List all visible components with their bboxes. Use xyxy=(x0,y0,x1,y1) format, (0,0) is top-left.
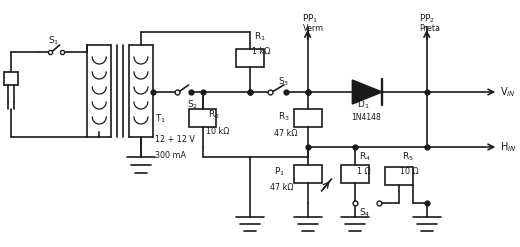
Text: R$_4$: R$_4$ xyxy=(359,151,371,163)
Text: S$_3$: S$_3$ xyxy=(278,76,289,88)
Text: 1N4148: 1N4148 xyxy=(352,114,381,123)
Bar xyxy=(236,49,264,67)
Text: R$_2$: R$_2$ xyxy=(209,109,220,121)
Text: R$_1$: R$_1$ xyxy=(254,31,266,43)
Text: H$_{IN}$: H$_{IN}$ xyxy=(500,140,516,154)
Text: Preta: Preta xyxy=(419,24,440,34)
Text: 47 kΩ: 47 kΩ xyxy=(274,128,297,138)
Text: 1 Ω: 1 Ω xyxy=(357,167,371,177)
Text: Verm: Verm xyxy=(303,24,324,34)
Text: 47 kΩ: 47 kΩ xyxy=(270,183,293,191)
Bar xyxy=(189,109,216,127)
Bar xyxy=(294,165,321,183)
Text: S$_1$: S$_1$ xyxy=(48,35,59,47)
Text: R$_3$: R$_3$ xyxy=(278,111,290,123)
Text: PP$_1$: PP$_1$ xyxy=(302,13,318,25)
Text: T$_1$: T$_1$ xyxy=(155,113,166,125)
Text: 10 Ω: 10 Ω xyxy=(400,167,419,177)
Text: 300 mA: 300 mA xyxy=(155,150,186,160)
Text: PP$_2$: PP$_2$ xyxy=(419,13,435,25)
Text: D$_1$: D$_1$ xyxy=(357,99,370,111)
Bar xyxy=(294,109,321,127)
Text: 12 + 12 V: 12 + 12 V xyxy=(155,135,194,144)
Bar xyxy=(342,165,369,183)
Text: V$_{IN}$: V$_{IN}$ xyxy=(500,85,516,99)
Text: S$_4$: S$_4$ xyxy=(359,207,371,219)
Text: S$_2$: S$_2$ xyxy=(187,99,198,111)
Polygon shape xyxy=(353,80,382,104)
Text: 1 kΩ: 1 kΩ xyxy=(252,47,270,57)
Bar xyxy=(385,167,413,185)
Text: R$_5$: R$_5$ xyxy=(402,151,414,163)
Text: P$_1$: P$_1$ xyxy=(274,166,285,178)
Text: 10 kΩ: 10 kΩ xyxy=(206,126,230,136)
